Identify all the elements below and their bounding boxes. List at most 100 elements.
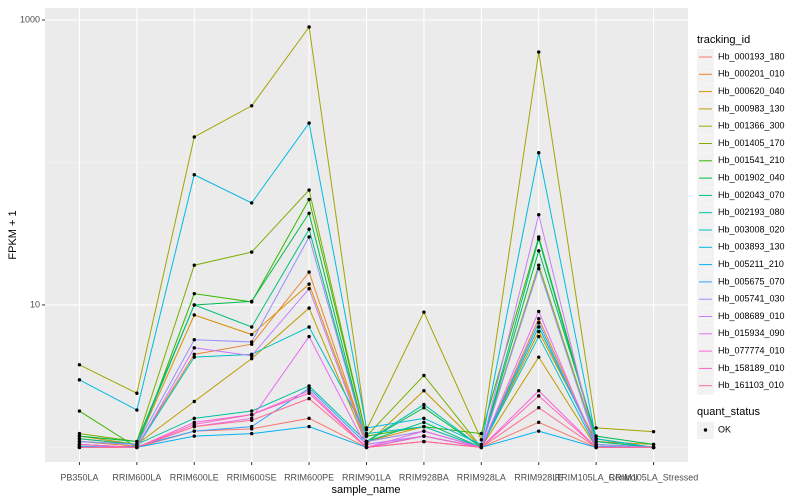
data-point — [307, 188, 311, 192]
data-point — [537, 212, 541, 217]
data-point — [537, 249, 541, 253]
data-point — [135, 442, 139, 447]
data-point — [651, 429, 656, 434]
data-point — [192, 399, 196, 404]
legend-point — [703, 428, 708, 432]
grid — [45, 8, 688, 462]
data-point — [192, 424, 196, 429]
legend-label: Hb_015934_090 — [718, 328, 785, 338]
data-point — [77, 409, 82, 413]
data-point — [249, 250, 254, 254]
data-point — [537, 406, 541, 410]
legend-label: Hb_161103_010 — [718, 380, 784, 390]
data-point — [479, 445, 484, 450]
data-point — [422, 416, 426, 421]
data-point — [537, 394, 541, 398]
data-point — [307, 424, 311, 429]
x-tick-label: RRIM928LE — [514, 472, 563, 482]
data-point — [422, 424, 426, 429]
data-point — [422, 389, 426, 393]
x-tick-label: RRIM600LE — [170, 472, 219, 482]
legend-label: Hb_001366_300 — [718, 121, 785, 131]
data-point — [77, 431, 82, 436]
data-point — [249, 104, 254, 108]
data-point — [364, 426, 369, 430]
data-point — [77, 434, 82, 438]
data-point — [307, 334, 311, 339]
data-point — [537, 317, 541, 321]
x-tick-label: RRIM105LA_Stressed — [609, 472, 699, 482]
data-point — [422, 434, 426, 438]
data-point — [307, 306, 311, 310]
data-point — [537, 355, 541, 359]
data-point — [594, 426, 598, 430]
legend-label: Hb_000201_010 — [718, 69, 785, 79]
data-point — [651, 442, 656, 447]
legend-label: Hb_077774_010 — [718, 345, 785, 355]
data-point — [192, 313, 196, 317]
data-point — [594, 437, 598, 441]
data-point — [249, 201, 254, 205]
legend-label: Hb_008689_010 — [718, 311, 785, 321]
data-point — [594, 445, 598, 450]
data-point — [135, 439, 139, 444]
y-tick-label: 1000 — [20, 14, 40, 24]
data-point — [307, 416, 311, 421]
data-point — [77, 445, 82, 450]
data-point — [249, 340, 254, 344]
data-point — [537, 237, 541, 241]
legend-label: Hb_001405_170 — [718, 138, 785, 148]
data-point — [307, 325, 311, 329]
data-point — [307, 282, 311, 286]
data-point — [249, 354, 254, 358]
data-point — [422, 310, 426, 314]
data-point — [77, 439, 82, 444]
data-point — [594, 434, 598, 438]
data-point — [307, 227, 311, 231]
x-tick-label: RRIM600PE — [284, 472, 334, 482]
data-point — [422, 373, 426, 378]
legend-label: Hb_000983_130 — [718, 103, 785, 113]
data-point — [192, 416, 196, 421]
data-point — [77, 378, 82, 382]
legend-label: Hb_001541_210 — [718, 155, 785, 165]
data-point — [192, 434, 196, 438]
lines — [79, 25, 654, 449]
data-point — [307, 270, 311, 274]
data-point — [192, 338, 196, 342]
data-point — [192, 352, 196, 357]
data-point — [307, 25, 311, 29]
data-point — [307, 235, 311, 239]
legend-label: Hb_003008_020 — [718, 224, 785, 234]
x-tick-label: RRIM105LA_Control — [555, 472, 638, 482]
data-point — [307, 389, 311, 393]
data-point — [192, 263, 196, 267]
data-point — [192, 429, 196, 433]
data-point — [307, 384, 311, 388]
data-point — [537, 50, 541, 54]
legend-label: Hb_005741_030 — [718, 294, 785, 304]
x-tick-label: RRIM928LA — [457, 472, 506, 482]
data-point — [192, 173, 196, 177]
data-point — [364, 445, 369, 450]
legend-label: Hb_000620_040 — [718, 86, 785, 96]
x-tick-label: RRIM600LA — [112, 472, 161, 482]
data-point — [77, 437, 82, 441]
x-tick-label: RRIM928BA — [399, 472, 449, 482]
data-point — [307, 386, 311, 390]
data-point — [192, 355, 196, 359]
legend-label: Hb_001902_040 — [718, 172, 785, 182]
data-point — [249, 356, 254, 361]
data-point — [537, 321, 541, 325]
data-point — [364, 442, 369, 447]
y-tick-label: 10 — [30, 299, 40, 309]
data-point — [537, 263, 541, 267]
data-point — [537, 151, 541, 155]
data-point — [249, 431, 254, 436]
data-point — [537, 334, 541, 339]
data-point — [307, 391, 311, 395]
data-point — [192, 303, 196, 307]
data-point — [651, 445, 656, 450]
data-point — [422, 420, 426, 425]
